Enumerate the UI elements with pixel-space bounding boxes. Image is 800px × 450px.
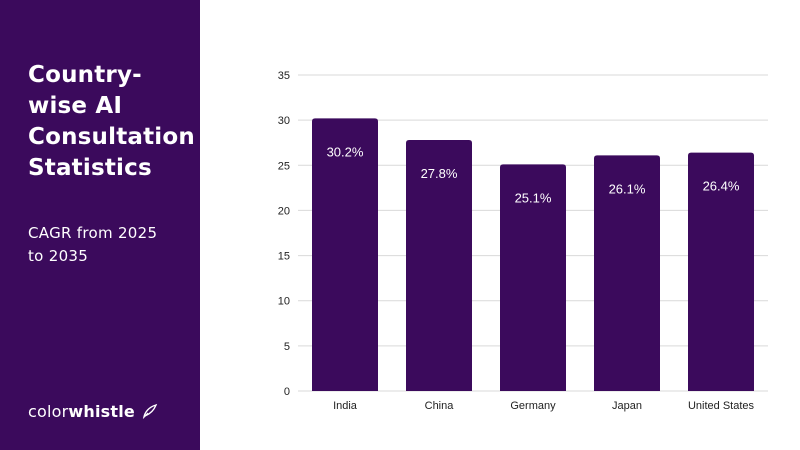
- page-title: Country-wise AI Consultation Statistics: [28, 62, 195, 181]
- logo-text-color: color: [28, 402, 69, 421]
- x-tick-label: China: [425, 400, 455, 412]
- data-label: 26.4%: [703, 179, 740, 194]
- bar: [594, 155, 660, 391]
- data-label: 25.1%: [515, 190, 552, 205]
- bar: [500, 164, 566, 391]
- bar: [312, 118, 378, 391]
- data-label: 27.8%: [421, 166, 458, 181]
- y-tick-label: 20: [278, 205, 290, 217]
- chart-canvas: 0 5 10 15 20 25 30 35 30.2% India 27.8% China 25.1% G…: [278, 70, 768, 412]
- leaf-brush-icon: [142, 403, 158, 423]
- x-tick-label: India: [333, 400, 358, 412]
- y-tick-label: 5: [284, 341, 290, 353]
- data-label: 26.1%: [609, 181, 646, 196]
- y-tick-label: 25: [278, 160, 290, 172]
- y-tick-label: 10: [278, 296, 290, 308]
- y-tick-label: 15: [278, 251, 290, 263]
- bar-chart: 0 5 10 15 20 25 30 35 30.2% India 27.8% China 25.1% G…: [200, 0, 800, 450]
- bar: [406, 140, 472, 391]
- y-tick-label: 35: [278, 70, 290, 82]
- page-subtitle: CAGR from 2025 to 2035: [28, 224, 158, 265]
- data-label: 30.2%: [327, 144, 364, 159]
- brand-logo: colorwhistle: [28, 402, 158, 423]
- x-tick-label: Germany: [510, 400, 556, 412]
- y-tick-label: 0: [284, 386, 290, 398]
- x-tick-label: Japan: [612, 400, 642, 412]
- y-tick-label: 30: [278, 115, 290, 127]
- bar: [688, 152, 754, 391]
- logo-text-whistle: whistle: [68, 402, 135, 421]
- sidebar-panel: Country-wise AI Consultation Statistics …: [0, 0, 200, 450]
- x-tick-label: United States: [688, 400, 755, 412]
